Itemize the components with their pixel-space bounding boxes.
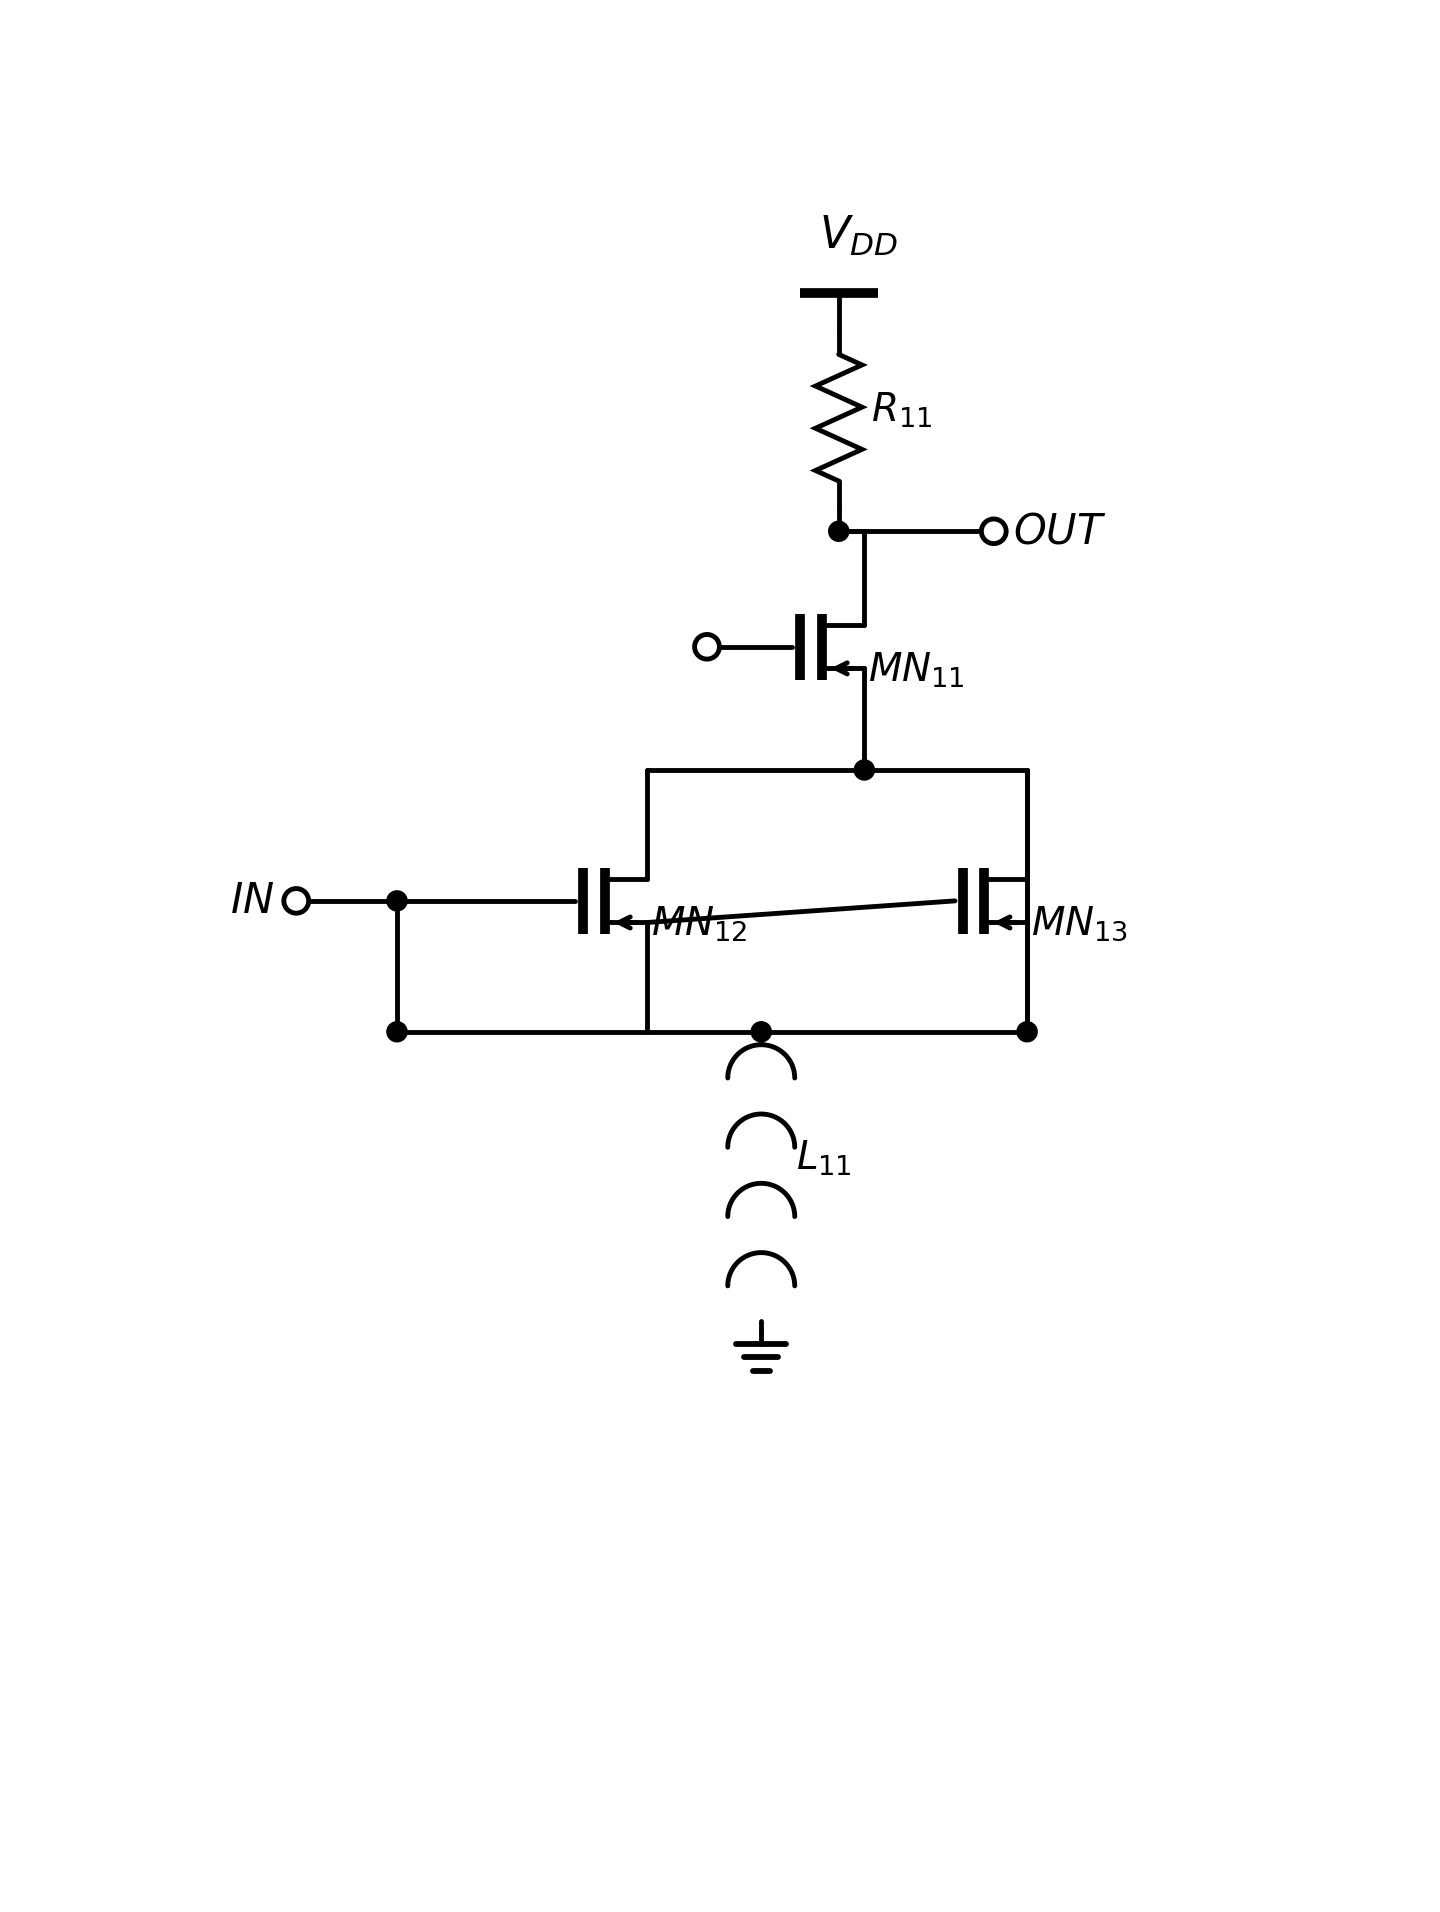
Text: $V_{DD}$: $V_{DD}$ [819,214,897,258]
Circle shape [284,889,308,914]
Circle shape [1017,1021,1037,1042]
Circle shape [752,1021,772,1042]
Text: $MN_{12}$: $MN_{12}$ [651,904,747,945]
Circle shape [828,522,848,541]
Circle shape [387,1021,408,1042]
Text: $R_{11}$: $R_{11}$ [871,390,933,430]
Text: $IN$: $IN$ [230,880,275,922]
Text: $L_{11}$: $L_{11}$ [796,1140,852,1178]
Text: $OUT$: $OUT$ [1014,511,1106,553]
Circle shape [387,891,408,910]
Text: $MN_{13}$: $MN_{13}$ [1031,904,1128,943]
Circle shape [694,635,720,660]
Circle shape [854,759,874,780]
Circle shape [981,518,1007,543]
Text: $MN_{11}$: $MN_{11}$ [868,650,965,690]
